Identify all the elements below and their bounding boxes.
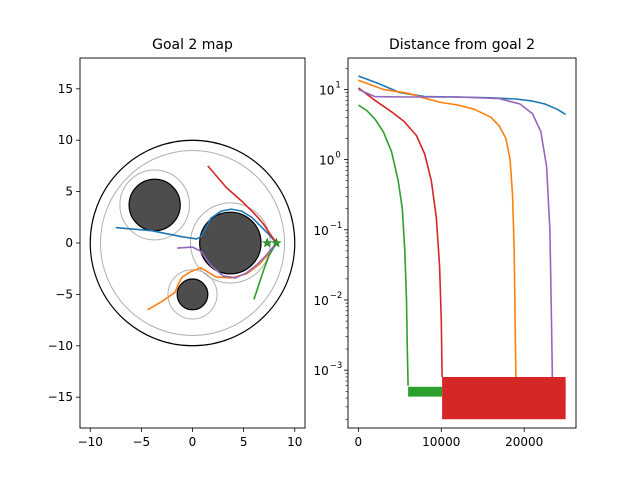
obstacle-1 bbox=[128, 178, 181, 232]
distance-y-tick-exponent: −1 bbox=[330, 221, 343, 231]
map-ticks: −10 −5 0 5 10 −15 −10 −5 0 5 10 15 bbox=[48, 82, 303, 449]
map-trajectory-purple bbox=[177, 242, 278, 279]
obstacle-margin-2 bbox=[189, 202, 271, 284]
distance-curve-orange bbox=[358, 79, 517, 378]
distance-curve-purple bbox=[358, 88, 554, 382]
distance-noise-band-green bbox=[408, 386, 443, 397]
goal-star-1 bbox=[262, 237, 273, 248]
distance-curve-blue bbox=[358, 75, 567, 116]
map-y-tick-label: 10 bbox=[58, 133, 73, 147]
distance-x-tick-label: 20000 bbox=[505, 435, 543, 449]
map-y-tick-label: 5 bbox=[65, 185, 73, 199]
obstacle-3 bbox=[176, 278, 209, 311]
distance-y-tick-label: 10 bbox=[319, 154, 334, 168]
map-trajectory-green bbox=[253, 242, 278, 300]
obstacle-margin-3 bbox=[167, 269, 218, 320]
distance-plot-area bbox=[357, 75, 567, 420]
map-title: Goal 2 map bbox=[152, 37, 233, 53]
distance-curve-red bbox=[357, 87, 443, 378]
map-x-tick-label: −5 bbox=[133, 435, 151, 449]
distance-y-tick-exponent: 1 bbox=[335, 80, 340, 90]
map-y-tick-label: −15 bbox=[48, 390, 73, 404]
distance-y-tick-label: 10 bbox=[314, 294, 329, 308]
map-trajectory-red bbox=[207, 165, 278, 244]
map-x-tick-label: 0 bbox=[189, 435, 197, 449]
distance-curve-green bbox=[357, 104, 409, 386]
goal-star-2 bbox=[271, 237, 282, 248]
map-x-tick-label: −10 bbox=[78, 435, 103, 449]
distance-y-tick-exponent: 0 bbox=[335, 151, 340, 161]
map-x-tick-label: 5 bbox=[240, 435, 248, 449]
map-y-tick-label: 0 bbox=[65, 236, 73, 250]
distance-y-tick-exponent: −2 bbox=[330, 291, 343, 301]
distance-y-tick-label: 10 bbox=[319, 83, 334, 97]
distance-y-tick-label: 10 bbox=[314, 224, 329, 238]
obstacle-2 bbox=[199, 211, 262, 275]
distance-y-tick-label: 10 bbox=[314, 364, 329, 378]
distance-noise-band-red bbox=[442, 376, 566, 420]
distance-axes-frame bbox=[347, 57, 577, 429]
map-plot-area bbox=[89, 139, 296, 347]
map-trajectory-blue bbox=[115, 208, 278, 244]
distance-title: Distance from goal 2 bbox=[389, 37, 535, 53]
distance-y-tick-exponent: −3 bbox=[330, 361, 343, 371]
distance-x-tick-label: 10000 bbox=[422, 435, 460, 449]
boundary-circle bbox=[89, 139, 296, 347]
map-axes-frame bbox=[79, 57, 306, 429]
map-panel: Goal 2 map −10 −5 0 5 10 −15 −10 −5 0 5 10 15 bbox=[48, 37, 306, 449]
distance-x-tick-label: 0 bbox=[355, 435, 363, 449]
map-x-tick-label: 10 bbox=[287, 435, 302, 449]
obstacle-margin-1 bbox=[119, 169, 190, 241]
map-trajectory-orange bbox=[147, 242, 278, 311]
map-y-tick-label: −5 bbox=[55, 287, 73, 301]
map-y-tick-label: 15 bbox=[58, 82, 73, 96]
map-y-tick-label: −10 bbox=[48, 339, 73, 353]
boundary-margin-circle bbox=[99, 150, 286, 336]
